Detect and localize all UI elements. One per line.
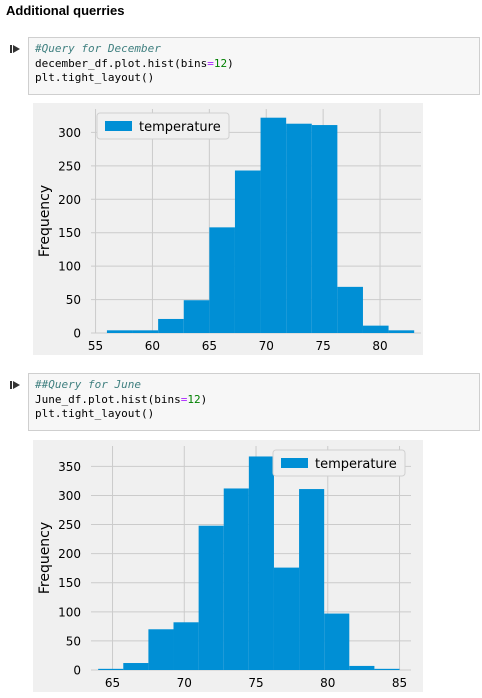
histogram-bar [374, 668, 400, 670]
x-tick-label: 80 [372, 339, 387, 353]
histogram-bar [223, 488, 249, 670]
code-line: June_df.plot.hist(bins=12) [35, 393, 473, 408]
x-tick-label: 80 [320, 676, 335, 690]
x-tick-label: 85 [392, 676, 407, 690]
code-token: ) [227, 56, 234, 70]
histogram-bar [183, 300, 210, 333]
histogram-bar [158, 318, 184, 333]
code-token: = [207, 56, 214, 70]
code-token: . [140, 56, 148, 70]
code-token: hist(bins [147, 56, 208, 70]
histogram-bar [311, 125, 338, 333]
y-tick-label: 300 [58, 489, 81, 503]
code-token: . [81, 392, 88, 406]
code-token: plot [114, 56, 141, 70]
y-tick-label: 150 [58, 576, 81, 590]
y-tick-label: 300 [58, 126, 81, 140]
code-cell-december[interactable]: #Query for December december_df.plot.his… [28, 37, 480, 95]
code-token: plt [35, 407, 55, 420]
code-token: . [54, 407, 62, 420]
legend-label: temperature [315, 457, 397, 472]
code-token: hist(bins [121, 392, 181, 406]
code-token: 12 [213, 56, 228, 70]
legend-box [96, 112, 230, 140]
histogram-bar [337, 286, 363, 333]
histogram-bar [148, 629, 174, 670]
y-tick-label: 350 [58, 460, 81, 474]
y-tick-label: 100 [58, 260, 81, 274]
code-token: tight_layout() [61, 71, 155, 84]
code-token: . [114, 392, 122, 406]
y-tick-label: 200 [58, 193, 81, 207]
legend-swatch [105, 121, 132, 131]
june-histogram: 0 50 100 150 200 250 300 350 65 70 75 80 85 Frequency… [33, 440, 423, 692]
section-heading: Additional querries [6, 3, 125, 18]
code-token: ) [200, 392, 208, 406]
code-token: plt [35, 71, 55, 84]
code-line: ##Query for June [35, 378, 473, 393]
code-token: = [180, 392, 188, 406]
code-token: . [107, 56, 115, 70]
x-tick-label: 75 [315, 339, 330, 353]
histogram-bar [324, 613, 350, 670]
x-tick-label: 65 [202, 339, 217, 353]
code-token: tight_layout() [61, 407, 155, 420]
histogram-bar [132, 330, 159, 333]
histogram-bar [349, 665, 375, 670]
y-tick-label: 50 [66, 634, 81, 648]
histogram-bar [260, 117, 287, 333]
code-cell-june[interactable]: ##Query for June June_df.plot.hist(bins=… [28, 373, 480, 431]
run-cell-icon[interactable] [8, 378, 22, 392]
histogram-bar [106, 330, 133, 333]
code-token: ##Query for June [35, 378, 141, 391]
x-tick-label: 60 [145, 339, 160, 353]
december-histogram: 0 50 100 150 200 250 300 55 60 65 70 75 80 Frequency t… [33, 103, 423, 355]
histogram-bar [248, 456, 274, 670]
code-token: plot [87, 392, 115, 406]
histogram-bar [286, 123, 312, 333]
y-tick-label: 250 [58, 159, 81, 173]
code-token: June_df [35, 392, 82, 406]
histogram-bar [173, 622, 199, 670]
x-tick-label: 70 [259, 339, 274, 353]
code-token: #Query for December [35, 42, 161, 55]
legend-label: temperature [139, 120, 221, 135]
y-tick-label: 0 [73, 664, 81, 678]
run-cell-icon[interactable] [8, 42, 22, 56]
code-line: plt.tight_layout() [35, 407, 473, 422]
histogram-bar [123, 663, 149, 670]
x-tick-label: 65 [105, 676, 120, 690]
histogram-bar [299, 489, 325, 670]
histogram-bar [273, 567, 300, 670]
y-tick-label: 150 [58, 226, 81, 240]
legend-swatch [281, 458, 308, 468]
y-tick-label: 50 [66, 293, 81, 307]
histogram-bar [198, 525, 224, 670]
code-line: #Query for December [35, 42, 473, 57]
legend-box [272, 449, 406, 477]
y-axis-label: Frequency [37, 522, 53, 594]
code-line: december_df.plot.hist(bins=12) [35, 57, 473, 72]
x-tick-label: 70 [177, 676, 192, 690]
histogram-bar [388, 330, 415, 333]
code-line: plt.tight_layout() [35, 71, 473, 86]
y-axis-label: Frequency [37, 185, 53, 257]
y-tick-label: 200 [58, 547, 81, 561]
x-tick-label: 75 [248, 676, 263, 690]
y-tick-label: 0 [73, 327, 81, 341]
y-tick-label: 250 [58, 518, 81, 532]
histogram-bar [98, 668, 124, 670]
histogram-bar [209, 227, 235, 333]
histogram-bar [362, 325, 389, 333]
y-tick-label: 100 [58, 605, 81, 619]
code-token: december_df [35, 56, 108, 70]
histogram-bar [234, 170, 261, 333]
x-tick-label: 55 [88, 339, 103, 353]
code-token: . [54, 71, 62, 84]
code-token: 12 [187, 392, 201, 406]
